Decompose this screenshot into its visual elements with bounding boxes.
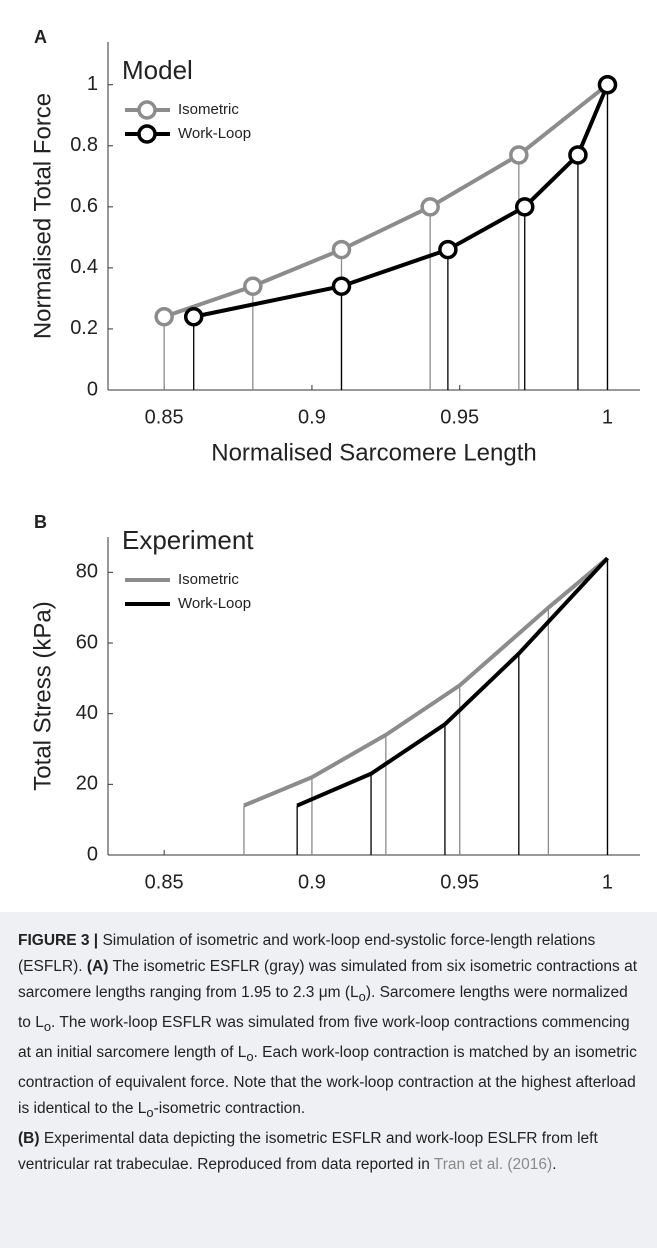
legend-label: Work-Loop xyxy=(178,125,251,142)
citation-link[interactable]: Tran et al. (2016) xyxy=(433,1156,553,1174)
marker xyxy=(420,197,440,217)
x-tick-label: 1 xyxy=(602,406,613,428)
caption-text: . xyxy=(552,1156,557,1174)
y-tick-label: 0 xyxy=(87,378,98,400)
series-line xyxy=(296,556,609,808)
series-line xyxy=(193,83,610,319)
marker xyxy=(183,306,204,327)
subscript: o xyxy=(43,1019,52,1035)
series-line xyxy=(163,83,609,319)
x-tick-label: 1 xyxy=(602,871,613,893)
caption-part: (A) xyxy=(86,958,109,975)
marker xyxy=(154,306,174,327)
y-tick-label: 0.8 xyxy=(70,134,98,156)
x-tick-label: 0.85 xyxy=(145,406,184,428)
marker xyxy=(597,74,618,95)
caption-text: Experimental data depicting the isometri… xyxy=(18,1130,598,1174)
subscript: o xyxy=(358,989,366,1005)
figure: A Model 0 0.2 0.4 0.6 0.8 1 0.85 0.9 0.95 1 Normalis… xyxy=(29,27,640,905)
legend-marker xyxy=(137,124,157,144)
series-line xyxy=(243,556,609,808)
y-tick-label: 0.6 xyxy=(70,195,98,217)
marker xyxy=(438,239,458,260)
x-tick-label: 0.85 xyxy=(145,871,184,893)
x-axis-label: Normalised Muscle Length xyxy=(232,904,516,905)
subscript: o xyxy=(246,1049,254,1065)
y-tick-label: 1 xyxy=(87,73,98,95)
x-tick-label: 0.9 xyxy=(298,871,326,893)
marker xyxy=(514,197,535,217)
legend-marker xyxy=(137,100,157,120)
y-axis-label: Normalised Total Force xyxy=(29,93,56,339)
marker xyxy=(331,239,352,260)
caption-text: ). Sarcomere lengths were normalized to … xyxy=(18,984,628,1032)
caption-label: FIGURE 3 | xyxy=(18,932,99,949)
marker xyxy=(331,276,352,296)
caption-text: . Each work-loop contraction is matched … xyxy=(18,1044,637,1118)
caption-text: The isometric ESFLR (gray) was simulated… xyxy=(18,958,638,1001)
x-tick-label: 0.95 xyxy=(440,406,479,428)
y-axis-label: Total Stress (kPa) xyxy=(29,601,56,790)
y-tick-label: 60 xyxy=(76,631,98,653)
y-tick-label: 20 xyxy=(76,773,98,795)
legend-label: Isometric xyxy=(178,101,239,118)
panel-label: A xyxy=(34,27,47,47)
legend-label: Work-Loop xyxy=(178,595,251,612)
annotation: Model xyxy=(122,55,193,85)
panel-label: B xyxy=(34,512,47,532)
annotation: Experiment xyxy=(122,525,254,555)
subscript: o xyxy=(146,1105,154,1121)
caption-text: Simulation of isometric and work-loop en… xyxy=(18,932,596,975)
caption-text: . The work-loop ESFLR was simulated from… xyxy=(18,1014,630,1062)
legend-label: Isometric xyxy=(178,571,239,588)
marker xyxy=(568,145,588,165)
y-tick-label: 0.4 xyxy=(70,256,98,278)
x-tick-label: 0.95 xyxy=(440,871,479,893)
x-tick-label: 0.9 xyxy=(298,406,326,428)
y-tick-label: 40 xyxy=(76,702,98,724)
y-tick-label: 0 xyxy=(87,843,98,865)
marker xyxy=(509,145,529,165)
x-axis-label: Normalised Sarcomere Length xyxy=(211,439,537,466)
caption-part: (B) xyxy=(18,1130,40,1148)
caption: FIGURE 3 | Simulation of isometric and w… xyxy=(0,912,657,1248)
marker xyxy=(243,276,263,296)
caption-text: -isometric contraction. xyxy=(153,1100,306,1118)
y-tick-label: 0.2 xyxy=(70,317,98,339)
y-tick-label: 80 xyxy=(76,561,98,583)
